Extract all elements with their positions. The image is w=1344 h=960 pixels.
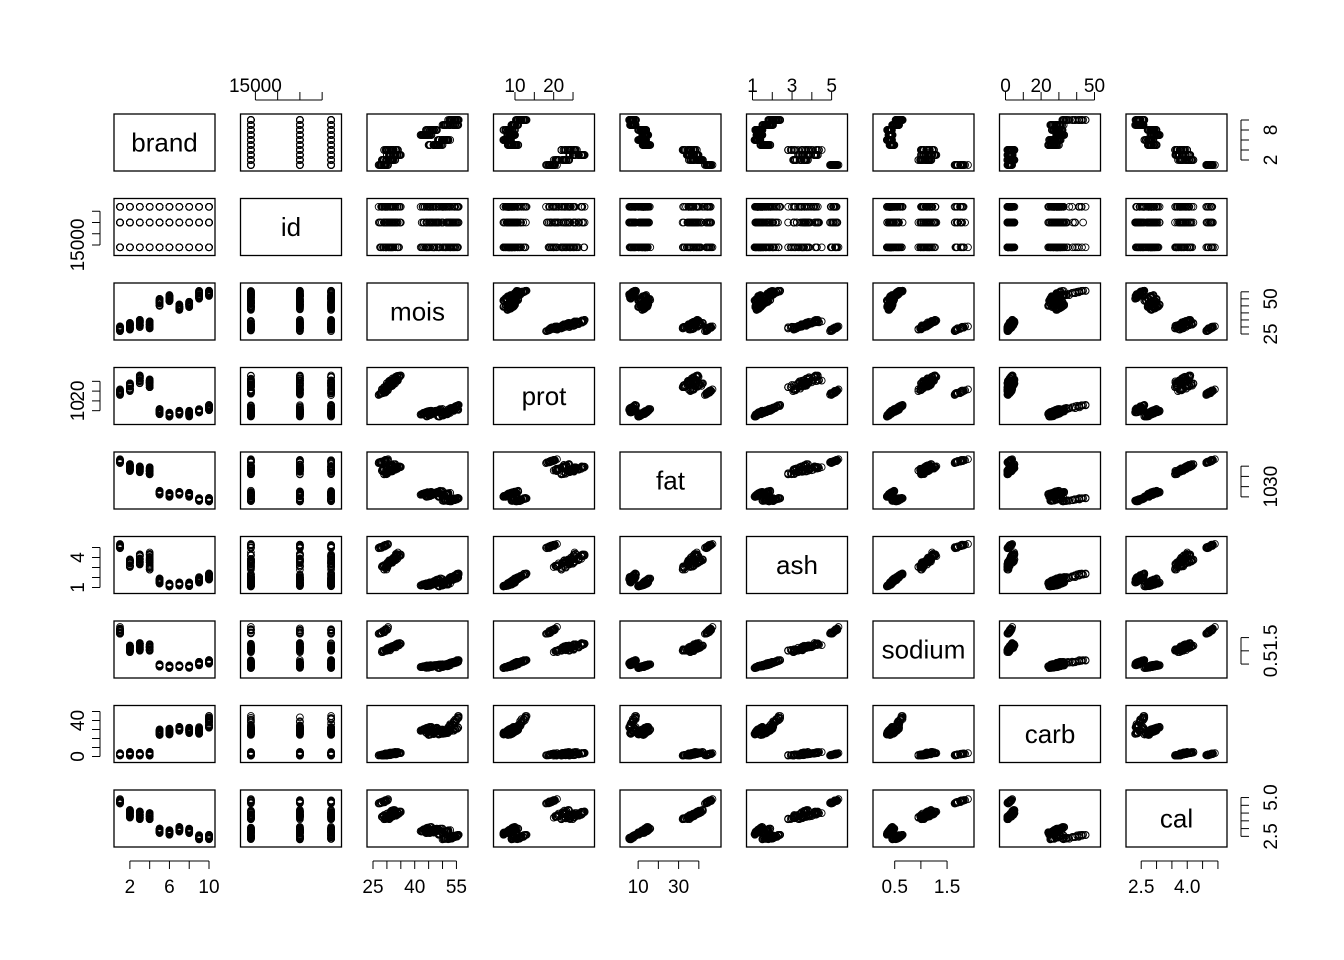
point-brand-id-238 <box>327 126 335 134</box>
panel-brand-vs-brand <box>113 113 216 172</box>
point-id-carb-289 <box>1079 218 1087 227</box>
point-id-brand-89 <box>135 218 144 227</box>
point-brand-id-88 <box>247 151 255 159</box>
point-id-brand-208 <box>175 218 184 227</box>
point-brand-id-57 <box>296 156 304 164</box>
point-brand-id-148 <box>327 141 335 149</box>
point-id-brand-57 <box>126 218 134 227</box>
point-brand-id-147 <box>296 141 304 149</box>
point-brand-id-59 <box>247 156 255 164</box>
point-brand-id-297 <box>247 116 255 124</box>
point-brand-id-299 <box>327 116 335 124</box>
point-brand-id-27 <box>247 161 255 169</box>
point-brand-id-237 <box>296 126 304 134</box>
point-id-brand-269 <box>195 218 203 227</box>
point-brand-id-119 <box>327 146 335 154</box>
point-brand-id-178 <box>247 136 255 144</box>
point-id-brand-58 <box>126 202 134 211</box>
point-brand-id-298 <box>296 116 304 124</box>
point-brand-id-209 <box>327 131 335 139</box>
point-brand-id-117 <box>247 146 255 154</box>
point-id-brand-267 <box>195 202 203 211</box>
point-id-brand-207 <box>175 243 184 252</box>
point-id-brand-148 <box>155 202 164 211</box>
point-id-brand-117 <box>145 243 154 252</box>
point-brand-id-269 <box>296 121 304 129</box>
point-id-brand-238 <box>185 202 194 211</box>
point-id-brand-59 <box>126 243 134 252</box>
point-brand-id-177 <box>327 136 335 144</box>
point-id-brand-299 <box>205 202 213 211</box>
point-id-brand-147 <box>155 218 164 227</box>
point-id-brand-178 <box>165 243 174 252</box>
point-brand-id-267 <box>327 121 335 129</box>
point-brand-id-89 <box>296 151 304 159</box>
point-brand-id-208 <box>296 131 304 139</box>
point-brand-id-28 <box>296 161 304 169</box>
point-id-brand-209 <box>175 202 184 211</box>
panel-id-vs-brand <box>113 197 216 257</box>
point-brand-id-149 <box>247 141 255 149</box>
point-brand-id-29 <box>327 161 335 169</box>
point-id-brand-298 <box>205 218 213 227</box>
point-id-brand-29 <box>116 202 124 211</box>
point-brand-id-207 <box>247 131 255 139</box>
point-brand-id-58 <box>327 156 335 164</box>
point-id-brand-118 <box>145 218 154 227</box>
point-brand-id-239 <box>247 126 255 134</box>
panel-brand-vs-mois <box>366 113 469 172</box>
point-id-brand-87 <box>135 202 144 211</box>
point-brand-id-87 <box>327 151 335 159</box>
point-id-brand-28 <box>116 218 124 227</box>
point-id-brand-297 <box>205 243 213 252</box>
point-brand-id-268 <box>247 121 255 129</box>
panel-brand-vs-id <box>239 113 343 172</box>
point-id-ash-117 <box>817 243 826 252</box>
point-brand-id-179 <box>296 136 304 144</box>
point-id-brand-177 <box>165 202 174 211</box>
point-id-brand-237 <box>185 218 194 227</box>
point-id-brand-119 <box>145 202 154 211</box>
point-id-brand-27 <box>116 243 124 252</box>
point-id-brand-149 <box>155 243 164 252</box>
point-id-brand-88 <box>135 243 144 252</box>
point-brand-id-118 <box>296 146 304 154</box>
point-id-brand-239 <box>185 243 194 252</box>
point-id-brand-268 <box>195 243 203 252</box>
variable-label-id: id <box>281 212 301 242</box>
variable-label-brand: brand <box>131 128 198 158</box>
point-id-brand-179 <box>165 218 174 227</box>
